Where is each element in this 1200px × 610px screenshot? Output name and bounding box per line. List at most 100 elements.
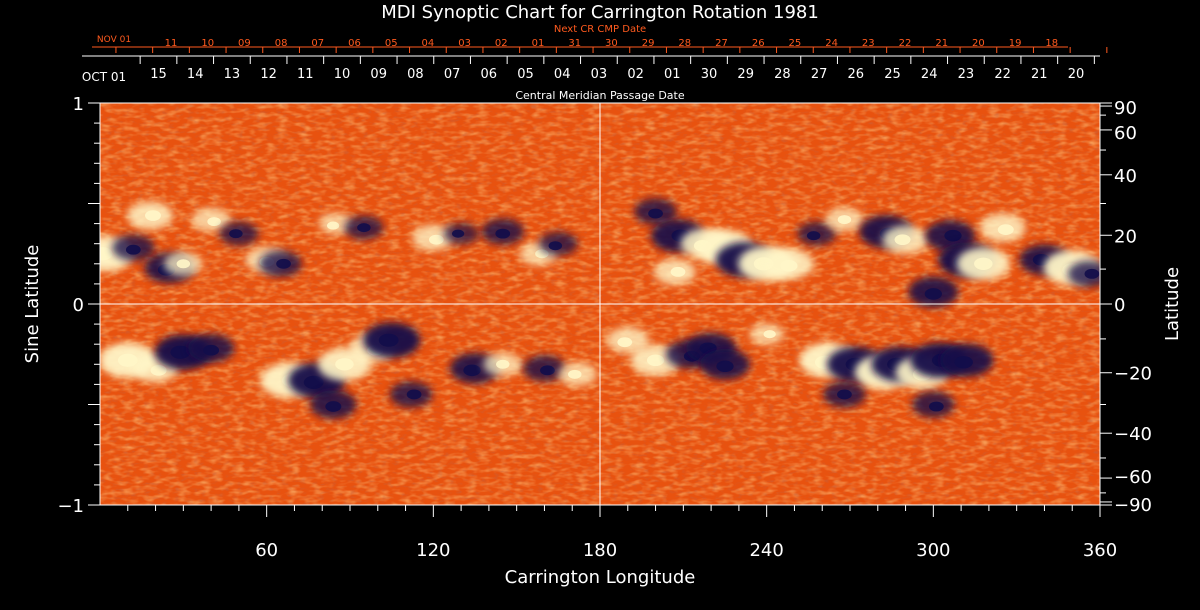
cmp-date-label: 22	[994, 67, 1011, 82]
feature-core-positive	[568, 369, 582, 379]
feature-core-positive	[974, 257, 993, 270]
y-right-tick-label: −20	[1114, 364, 1152, 385]
cmp-date-label: 05	[517, 67, 534, 82]
cmp-date-label: 14	[187, 67, 204, 82]
magnetic-features	[100, 198, 1100, 419]
cmp-axis-label: Central Meridian Passage Date	[515, 89, 684, 102]
feature-core-negative	[648, 208, 663, 219]
feature-core-positive	[326, 221, 340, 230]
feature-core-positive	[100, 247, 113, 261]
cmp-date-label: 12	[260, 67, 277, 82]
cmp-date-label: 15	[150, 67, 167, 82]
cmp-date-label: 10	[334, 67, 351, 82]
feature-core-negative	[125, 244, 141, 255]
feature-core-negative	[540, 365, 555, 376]
feature-core-negative	[303, 375, 324, 389]
y-left-tick-label: 0	[73, 295, 84, 316]
feature-core-negative	[495, 228, 511, 239]
y-right-tick-label: −60	[1114, 467, 1152, 488]
feature-core-positive	[117, 353, 138, 367]
next-cr-date-label: 20	[972, 38, 985, 49]
y-axis-left: 1 0 −1	[57, 94, 100, 517]
feature-core-negative	[548, 241, 563, 251]
feature-core-positive	[670, 266, 686, 277]
next-cr-axis: 11 10 09 08 07 06 05 04 03 02 01 31 30 29 28 27 26 25 24 23…	[92, 38, 1108, 53]
cmp-date-label: 11	[297, 67, 314, 82]
y-right-tick-label: −40	[1114, 424, 1152, 445]
feature-core-negative	[229, 229, 243, 239]
feature-core-negative	[325, 401, 342, 412]
next-cr-date-label: 18	[1045, 38, 1058, 49]
next-cr-date-label: 10	[201, 38, 214, 49]
feature-core-positive	[144, 210, 162, 221]
feature-core-negative	[837, 389, 852, 400]
feature-core-negative	[716, 360, 734, 373]
next-cr-date-label: 06	[348, 38, 361, 49]
feature-core-positive	[335, 358, 354, 371]
next-cr-date-label: 27	[715, 38, 728, 49]
feature-core-positive	[646, 354, 665, 367]
cmp-date-label: 02	[627, 67, 644, 82]
feature-core-negative	[944, 229, 962, 242]
next-cr-date-label: 23	[862, 38, 875, 49]
feature-core-negative	[203, 344, 220, 356]
next-cr-start-label: NOV 01	[97, 35, 131, 45]
feature-core-positive	[176, 259, 191, 269]
y-left-tick-label: −1	[57, 496, 84, 517]
next-cr-date-label: 19	[1009, 38, 1022, 49]
x-axis: 60 120 180 240 300 360	[127, 505, 1117, 561]
next-cr-date-label: 26	[752, 38, 765, 49]
y-axis-right: 90 60 40 20 0 −20 −40 −60 −90	[1100, 98, 1152, 516]
cmp-date-label: 27	[811, 67, 828, 82]
feature-core-negative	[806, 231, 821, 241]
next-cr-axis-label: Next CR CMP Date	[554, 24, 646, 35]
y-right-tick-label: 20	[1114, 226, 1137, 247]
y-right-tick-label: 90	[1114, 98, 1137, 119]
y-left-tick-label: 1	[73, 94, 84, 115]
feature-core-positive	[428, 234, 444, 245]
cmp-date-label: 30	[701, 67, 718, 82]
feature-core-negative	[463, 364, 481, 377]
cmp-date-label: 04	[554, 67, 571, 82]
y-axis-right-label: Latitude	[1162, 267, 1183, 341]
cmp-date-label: 20	[1068, 67, 1085, 82]
cmp-date-label: 07	[444, 67, 461, 82]
next-cr-date-label: 31	[568, 38, 581, 49]
cmp-date-label: 25	[884, 67, 901, 82]
feature-core-negative	[357, 223, 371, 233]
chart-title: MDI Synoptic Chart for Carrington Rotati…	[381, 2, 819, 23]
x-tick-label: 240	[749, 540, 783, 561]
x-tick-label: 60	[255, 540, 278, 561]
next-cr-date-label: 01	[532, 38, 545, 49]
next-cr-date-label: 30	[605, 38, 618, 49]
feature-negative	[1067, 260, 1100, 287]
feature-core-negative	[954, 356, 973, 369]
cmp-date-label: 21	[1031, 67, 1048, 82]
next-cr-date-label: 05	[385, 38, 398, 49]
next-cr-date-label: 04	[422, 38, 435, 49]
y-right-tick-label: 40	[1114, 166, 1137, 187]
cmp-date-label: 13	[224, 67, 241, 82]
cmp-date-label: 23	[958, 67, 975, 82]
feature-core-positive	[496, 359, 510, 369]
cmp-date-label: 08	[407, 67, 424, 82]
x-tick-label: 300	[916, 540, 950, 561]
next-cr-date-label: 07	[311, 38, 324, 49]
cmp-date-label: 03	[591, 67, 608, 82]
next-cr-date-label: 24	[825, 38, 838, 49]
feature-core-negative	[451, 229, 465, 238]
next-cr-date-label: 11	[165, 38, 178, 49]
next-cr-date-label: 09	[238, 38, 251, 49]
cmp-date-label: 24	[921, 67, 938, 82]
feature-core-positive	[894, 234, 911, 246]
y-right-tick-label: 60	[1114, 123, 1137, 144]
x-tick-label: 180	[583, 540, 617, 561]
next-cr-date-label: 02	[495, 38, 508, 49]
feature-core-positive	[763, 330, 776, 339]
feature-core-negative	[928, 401, 944, 412]
cmp-date-label: 06	[481, 67, 498, 82]
feature-core-negative	[1084, 268, 1100, 279]
next-cr-date-label: 25	[789, 38, 802, 49]
x-tick-label: 360	[1083, 540, 1117, 561]
cmp-date-label: 28	[774, 67, 791, 82]
